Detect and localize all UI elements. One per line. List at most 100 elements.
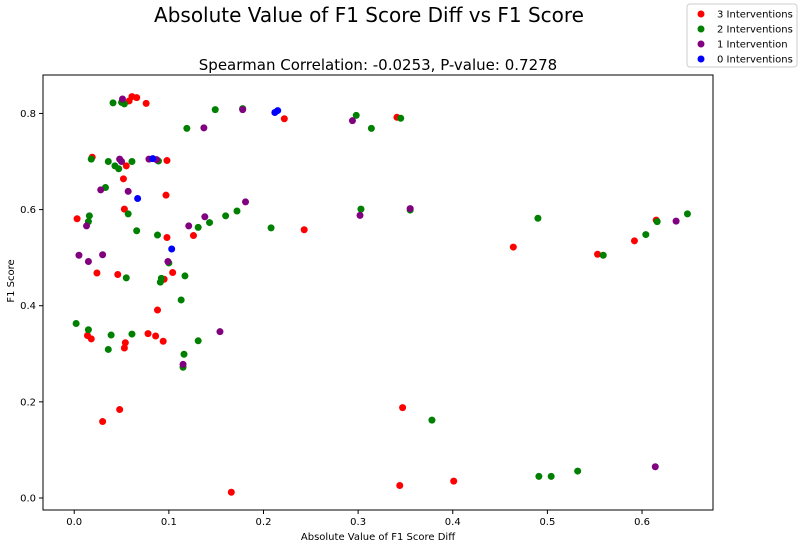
data-point [181, 272, 189, 280]
data-point [450, 477, 458, 485]
axis-ticks: 0.0 0.1 0.2 0.3 0.4 0.5 0.6 0.0 0.2 0.4 0.6 0.8 [20, 109, 650, 528]
data-point [85, 212, 93, 220]
data-point [83, 222, 91, 230]
data-point [169, 269, 177, 277]
data-point [109, 99, 117, 107]
data-point [122, 274, 130, 282]
data-point [348, 117, 356, 125]
data-point [120, 344, 128, 352]
data-point [233, 207, 241, 215]
series-0 [73, 93, 660, 496]
legend: 3 Interventions 2 Interventions 1 Interven… [686, 3, 798, 68]
data-point [300, 226, 308, 234]
data-point [120, 205, 128, 213]
data-point [211, 106, 219, 114]
data-point [222, 212, 230, 220]
data-point [133, 94, 141, 102]
data-point [157, 274, 165, 282]
data-point [87, 335, 95, 343]
chart-title: Absolute Value of F1 Score Diff vs F1 Sc… [154, 3, 584, 27]
y-tick-label: 0.6 [20, 205, 36, 216]
data-point [164, 257, 172, 265]
data-point [216, 328, 224, 336]
data-point [183, 124, 191, 132]
data-point [180, 350, 188, 358]
data-point [599, 251, 607, 259]
data-point [154, 231, 162, 239]
data-point [99, 418, 107, 426]
data-point [84, 326, 92, 334]
data-point [128, 330, 136, 338]
data-point [154, 306, 162, 314]
data-point [84, 257, 92, 265]
data-point [194, 337, 202, 345]
series-2 [75, 95, 680, 471]
legend-marker [697, 25, 705, 33]
data-point [280, 115, 288, 123]
data-point [242, 198, 250, 206]
data-point [162, 191, 170, 199]
y-tick-label: 0.4 [20, 301, 36, 312]
data-points [72, 93, 691, 496]
data-point [99, 251, 107, 259]
data-point [397, 114, 405, 122]
data-point [574, 467, 582, 475]
data-point [87, 155, 95, 163]
data-point [227, 488, 235, 496]
data-point [396, 481, 404, 489]
x-tick-label: 0.2 [256, 517, 272, 528]
data-point [651, 463, 659, 471]
data-point [119, 175, 127, 183]
data-point [149, 155, 157, 163]
data-point [114, 270, 122, 278]
data-point [118, 158, 126, 166]
data-point [399, 404, 407, 412]
data-point [73, 215, 81, 223]
data-point [72, 320, 80, 328]
data-point [134, 195, 142, 203]
data-point [124, 210, 132, 218]
data-point [683, 210, 691, 218]
plot-frame [42, 74, 714, 511]
x-tick-label: 0.5 [539, 517, 555, 528]
x-tick-label: 0.6 [634, 517, 650, 528]
x-tick-label: 0.0 [66, 517, 82, 528]
data-point [535, 472, 543, 480]
data-point [356, 211, 364, 219]
data-point [594, 250, 602, 258]
data-point [107, 331, 115, 339]
data-point [177, 296, 185, 304]
data-point [128, 158, 136, 166]
data-point [104, 158, 112, 166]
y-tick-label: 0.8 [20, 109, 36, 120]
data-point [163, 157, 171, 165]
legend-marker [697, 55, 705, 63]
data-point [122, 162, 130, 170]
data-point [352, 111, 360, 119]
data-point [124, 187, 132, 195]
data-point [428, 416, 436, 424]
data-point [185, 222, 193, 230]
legend-label: 0 Interventions [717, 55, 793, 66]
data-point [168, 245, 176, 253]
data-point [509, 243, 517, 251]
data-point [159, 337, 167, 345]
data-point [201, 213, 209, 221]
data-point [116, 406, 124, 414]
legend-marker [697, 40, 705, 48]
y-axis-label: F1 Score [6, 259, 17, 302]
data-point [367, 124, 375, 132]
data-point [239, 106, 247, 114]
data-point [118, 95, 126, 103]
data-point [642, 231, 650, 239]
data-point [93, 269, 101, 277]
data-point [534, 214, 542, 222]
data-point [142, 99, 150, 107]
data-point [630, 237, 638, 245]
data-point [672, 217, 680, 225]
legend-label: 1 Intervention [717, 40, 788, 51]
x-tick-label: 0.1 [161, 517, 177, 528]
x-tick-label: 0.4 [445, 517, 461, 528]
y-tick-label: 0.0 [20, 493, 36, 504]
